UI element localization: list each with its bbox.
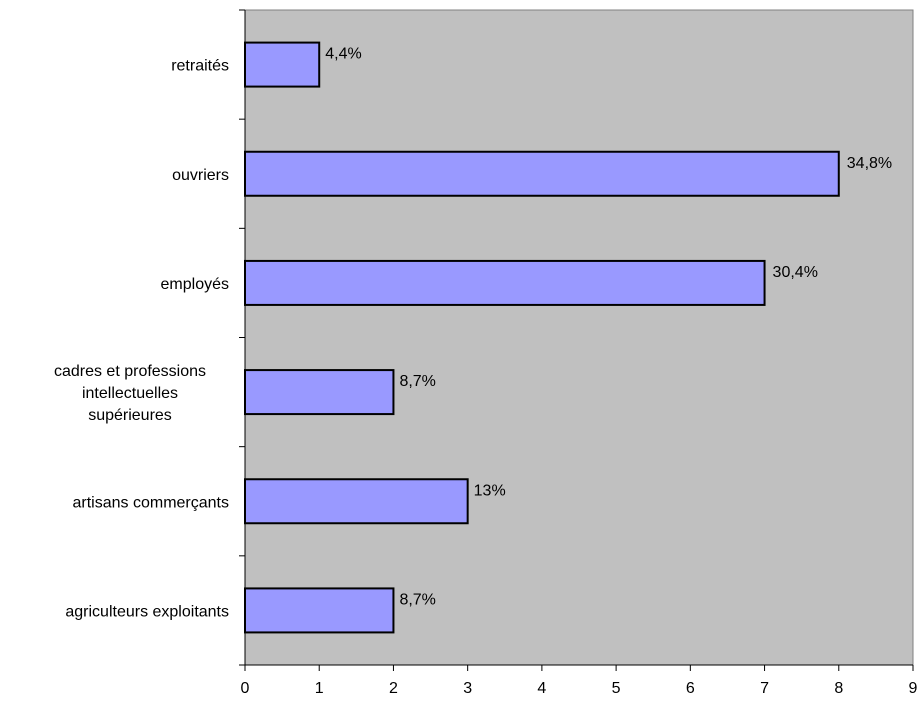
plot-area bbox=[244, 9, 914, 666]
category-label-line: ouvriers bbox=[172, 167, 229, 184]
axes-group bbox=[239, 9, 914, 671]
category-label: artisans commerçants bbox=[73, 494, 230, 511]
x-tick-label: 7 bbox=[760, 680, 769, 697]
x-tick-label: 6 bbox=[686, 680, 695, 697]
bar bbox=[244, 587, 395, 634]
category-label-line: employés bbox=[161, 276, 229, 293]
x-tick-label: 8 bbox=[834, 680, 843, 697]
category-label: ouvriers bbox=[172, 167, 229, 184]
bar bbox=[244, 150, 840, 197]
data-label: 30,4% bbox=[773, 264, 818, 281]
x-tick-label: 4 bbox=[537, 680, 546, 697]
data-label: 34,8% bbox=[847, 155, 892, 172]
category-label: employés bbox=[161, 276, 229, 293]
bar bbox=[244, 259, 766, 306]
x-tick-label: 1 bbox=[315, 680, 324, 697]
x-tick-label: 9 bbox=[909, 680, 918, 697]
bar bbox=[244, 369, 395, 416]
category-label-line: artisans commerçants bbox=[73, 494, 230, 511]
data-label: 8,7% bbox=[399, 591, 435, 608]
data-label: 4,4% bbox=[325, 46, 361, 63]
data-label: 13% bbox=[474, 482, 506, 499]
category-label-line: cadres et professions bbox=[54, 363, 206, 380]
data-label: 8,7% bbox=[399, 373, 435, 390]
x-tick-label: 3 bbox=[463, 680, 472, 697]
category-label-line: retraités bbox=[171, 58, 229, 75]
category-label: cadres et professions intellectuelles supé… bbox=[54, 363, 206, 424]
category-label-line: intellectuelles bbox=[82, 385, 178, 402]
labels-group: 0 1 2 3 4 5 6 7 8 9 8,7% agriculteurs exploitants 13… bbox=[54, 46, 918, 697]
category-label-line: agriculteurs exploitants bbox=[65, 603, 229, 620]
bar bbox=[244, 478, 469, 525]
x-tick-label: 0 bbox=[241, 680, 250, 697]
bars-group bbox=[244, 41, 840, 634]
x-tick-label: 2 bbox=[389, 680, 398, 697]
category-label: retraités bbox=[171, 58, 229, 75]
bar bbox=[244, 41, 321, 88]
category-label-line: supérieures bbox=[88, 407, 172, 424]
x-tick-label: 5 bbox=[612, 680, 621, 697]
category-label: agriculteurs exploitants bbox=[65, 603, 229, 620]
